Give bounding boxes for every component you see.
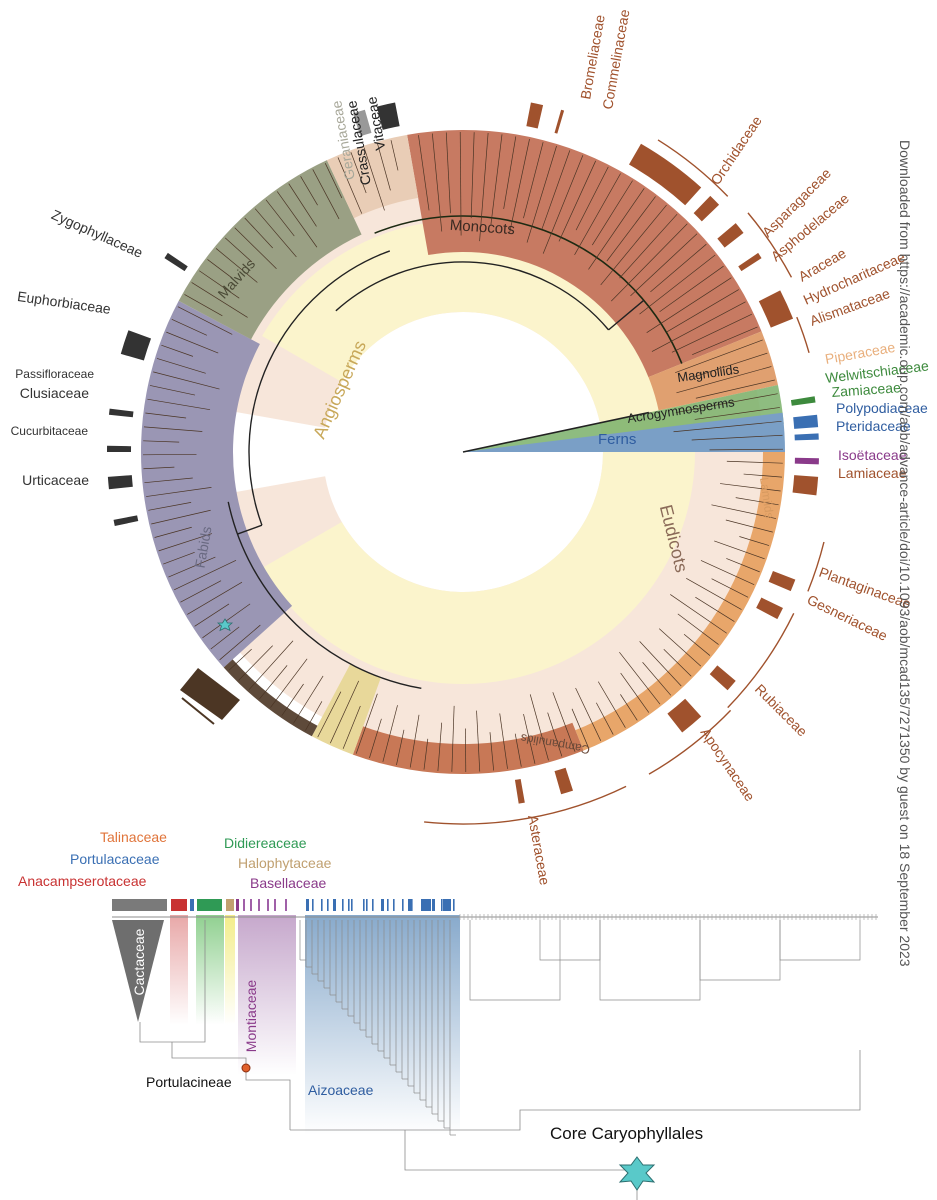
family-label-apocynaceae: Apocynaceae	[698, 725, 759, 804]
family-label-clusiaceae: Clusiaceae	[20, 385, 89, 401]
core-caryophyllales-star	[618, 1156, 656, 1191]
inset-label-core-caryophyllales: Core Caryophyllales	[550, 1124, 703, 1143]
wedge-ferns	[463, 412, 785, 452]
clade-label-fabids: Fabids	[192, 525, 215, 569]
inset-label-portulacineae: Portulacineae	[146, 1074, 232, 1090]
download-side-note: Downloaded from https://academic.oup.com…	[897, 140, 913, 967]
inset-label-halophytaceae: Halophytaceae	[238, 855, 332, 871]
caryophyllales-inset-tree	[112, 899, 878, 1200]
inset-label-cactaceae: Cactaceae	[131, 928, 147, 995]
portulacineae-node	[241, 1063, 251, 1073]
caryophyllales-star-marker	[216, 618, 234, 632]
family-label-lamiaceae: Lamiaceae	[838, 465, 907, 481]
family-label-asteraceae: Asteraceae	[525, 814, 553, 887]
family-label-isoetaceae: Isoëtaceae	[838, 447, 907, 463]
wedge-fabids	[141, 300, 293, 668]
inset-label-aizoaceae: Aizoaceae	[308, 1082, 374, 1098]
family-label-passifloraceae: Passifloraceae	[15, 367, 94, 381]
family-label-rubiaceae: Rubiaceae	[752, 681, 811, 740]
inset-label-anacampserotaceae: Anacampserotaceae	[18, 873, 147, 889]
clade-label-monocots: Monocots	[449, 217, 515, 238]
inset-label-didiereaceae: Didiereaceae	[224, 835, 307, 851]
family-label-urticaceae: Urticaceae	[22, 472, 89, 488]
inset-label-montiaceae: Montiaceae	[243, 980, 259, 1053]
family-label-zygophyllaceae: Zygophyllaceae	[49, 206, 145, 261]
cactaceae-triangle	[112, 920, 164, 1022]
inset-label-talinaceae: Talinaceae	[100, 829, 167, 845]
family-label-orchidaceae: Orchidaceae	[707, 113, 765, 188]
family-tick-marks	[107, 102, 825, 825]
family-label-zamiaceae: Zamiaceae	[831, 379, 901, 400]
wedge-malvids	[178, 160, 362, 340]
inset-label-basellaceae: Basellaceae	[250, 875, 326, 891]
clade-label-ferns: Ferns	[598, 431, 636, 448]
family-label-polypodiaceae: Polypodiaceae	[836, 400, 928, 416]
family-label-pteridaceae: Pteridaceae	[836, 418, 911, 434]
clade-label-lamiids: Lamiids	[757, 476, 777, 519]
inset-label-portulacaceae: Portulacaceae	[70, 851, 160, 867]
wedge-campanulids	[352, 722, 584, 774]
caryophyllales-dark-block	[180, 668, 240, 725]
family-label-euphorbiaceae: Euphorbiaceae	[16, 288, 112, 317]
wedge-lamiids	[575, 452, 785, 751]
family-label-cucurbitaceae: Cucurbitaceae	[11, 424, 89, 438]
